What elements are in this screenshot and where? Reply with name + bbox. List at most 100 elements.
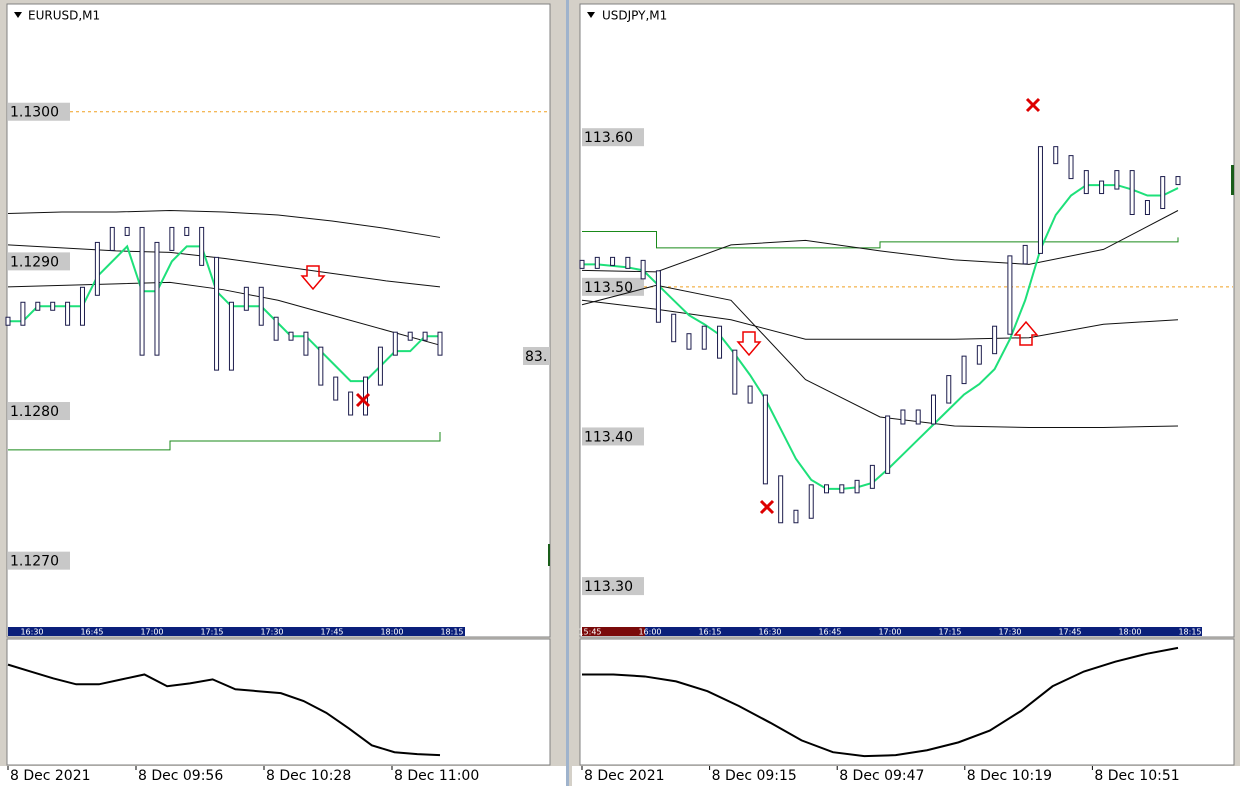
price-bar — [1114, 170, 1120, 190]
price-label-box — [8, 551, 70, 570]
price-label-box — [8, 402, 70, 421]
price-bar — [579, 259, 585, 269]
date-axis-bar — [572, 766, 1240, 786]
exit-cross — [355, 392, 371, 408]
support-line — [582, 230, 1179, 249]
price-bar — [5, 316, 11, 326]
sell-arrow — [736, 331, 762, 357]
price-bar — [35, 301, 41, 311]
price-bar — [422, 331, 428, 341]
price-bar — [243, 286, 249, 311]
price-label-box — [582, 577, 644, 596]
price-bar — [124, 226, 130, 236]
menu-arrow[interactable] — [587, 12, 595, 18]
date-axis-bar — [0, 766, 566, 786]
date-label: 8 Dec 2021 — [10, 768, 91, 784]
price-bar — [655, 270, 661, 323]
price-bar — [228, 301, 234, 371]
exit-cross — [1025, 97, 1041, 113]
time-label: 16:30 — [758, 628, 781, 637]
price-bar — [199, 226, 205, 266]
price-bar — [793, 509, 799, 524]
menu-arrow[interactable] — [14, 12, 22, 18]
price-bar — [1083, 170, 1089, 195]
price-bar — [169, 226, 175, 251]
price-bar — [1007, 255, 1013, 335]
price-label-box — [582, 128, 644, 147]
price-label: 1.1290 — [10, 254, 59, 270]
sell-arrow — [300, 265, 326, 291]
price-bar — [333, 376, 339, 401]
splitter[interactable] — [566, 0, 569, 786]
side-label-box — [523, 347, 550, 365]
symbol-title: EURUSD,M1 — [28, 9, 100, 23]
price-bar — [348, 391, 354, 416]
price-bar — [20, 301, 26, 326]
time-label: 18:00 — [1118, 628, 1141, 637]
price-bar — [839, 484, 845, 494]
price-bar — [184, 226, 190, 236]
price-bar — [762, 394, 768, 485]
price-bar — [1144, 200, 1150, 216]
price-label: 113.40 — [584, 429, 633, 445]
price-bar — [686, 333, 692, 350]
price-bar — [1037, 146, 1043, 254]
date-label: 8 Dec 10:28 — [266, 768, 351, 784]
time-label: 17:15 — [200, 628, 223, 637]
price-bar — [610, 256, 616, 266]
chart-window[interactable] — [579, 3, 1235, 638]
price-bar — [1175, 176, 1181, 186]
price-bar — [139, 226, 145, 356]
time-label: 16:00 — [638, 628, 661, 637]
price-bar — [392, 331, 398, 356]
time-label: 15:45 — [578, 628, 601, 637]
symbol-title: USDJPY,M1 — [602, 9, 667, 23]
price-bar — [214, 256, 220, 371]
indicator-window[interactable] — [579, 638, 1235, 766]
band-upper-line — [7, 210, 441, 238]
price-bar — [946, 375, 952, 404]
time-label: 17:30 — [998, 628, 1021, 637]
time-label: 17:00 — [140, 628, 163, 637]
time-label: 18:15 — [1178, 628, 1201, 637]
ma-slow-line — [7, 281, 441, 346]
indicator-window[interactable] — [6, 638, 551, 766]
price-bar — [50, 301, 56, 311]
ma-slow-line — [581, 284, 1179, 428]
time-label: 16:30 — [20, 628, 43, 637]
time-label: 16:15 — [698, 628, 721, 637]
price-bar — [1160, 176, 1166, 210]
price-label: 1.1300 — [10, 105, 59, 121]
exit-cross — [759, 499, 775, 515]
price-label-box — [8, 102, 70, 121]
price-bar — [109, 226, 115, 251]
price-label: 113.50 — [584, 280, 633, 296]
date-label: 8 Dec 11:00 — [394, 768, 479, 784]
price-bar — [65, 301, 71, 326]
price-bar — [701, 325, 707, 350]
price-bar — [854, 479, 860, 494]
price-bar — [273, 316, 279, 341]
price-bar — [407, 331, 413, 341]
price-bar — [154, 241, 160, 356]
scroll-marker — [1231, 165, 1234, 195]
price-bar — [976, 345, 982, 365]
price-bar — [717, 325, 723, 359]
side-label: 83. — [525, 349, 547, 365]
price-bar — [732, 349, 738, 395]
time-strip-marker — [582, 627, 645, 636]
price-bar — [377, 346, 383, 386]
oscillator-line — [7, 663, 441, 757]
oscillator-line — [582, 646, 1179, 758]
price-bar — [258, 286, 264, 326]
band-lower-line — [7, 244, 441, 288]
date-label: 8 Dec 09:47 — [839, 768, 924, 784]
date-label: 8 Dec 2021 — [584, 768, 665, 784]
time-label: 17:15 — [938, 628, 961, 637]
price-bar — [671, 313, 677, 343]
price-bar — [961, 355, 967, 385]
price-bar — [885, 415, 891, 474]
price-bar — [318, 346, 324, 386]
time-label: 18:15 — [440, 628, 463, 637]
